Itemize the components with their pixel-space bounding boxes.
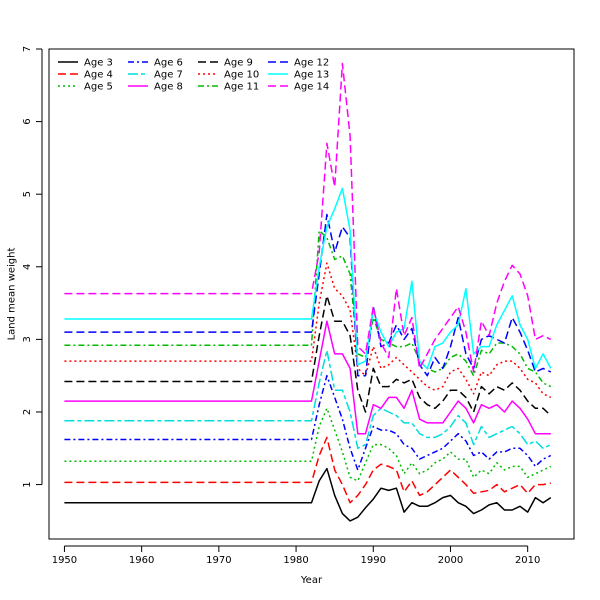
series-lines bbox=[64, 62, 552, 522]
plot-frame bbox=[48, 48, 575, 540]
legend-label: Age 5 bbox=[84, 82, 113, 93]
y-tick-label: 2 bbox=[22, 409, 33, 415]
x-tick-label: 2000 bbox=[438, 555, 463, 566]
legend-label: Age 13 bbox=[294, 70, 329, 81]
y-tick-label: 6 bbox=[22, 118, 33, 124]
legend-label: Age 6 bbox=[154, 58, 183, 69]
x-tick-label: 1950 bbox=[52, 555, 77, 566]
series-line-age-12 bbox=[64, 213, 552, 377]
y-tick-label: 3 bbox=[22, 336, 33, 342]
legend-label: Age 14 bbox=[294, 82, 329, 93]
y-axis-title: Land mean weight bbox=[7, 248, 18, 341]
x-axis-title: Year bbox=[300, 575, 323, 586]
legend-label: Age 12 bbox=[294, 58, 329, 69]
series-line-age-7 bbox=[64, 349, 552, 450]
x-tick-label: 2010 bbox=[515, 555, 540, 566]
legend-label: Age 3 bbox=[84, 58, 113, 69]
legend-label: Age 10 bbox=[224, 70, 259, 81]
series-line-age-6 bbox=[64, 374, 552, 471]
series-line-age-5 bbox=[64, 407, 552, 482]
series-line-age-9 bbox=[64, 295, 552, 417]
x-tick-label: 1960 bbox=[129, 555, 154, 566]
series-line-age-8 bbox=[64, 320, 551, 435]
series-line-age-14 bbox=[64, 62, 552, 373]
legend-label: Age 8 bbox=[154, 82, 183, 93]
x-tick-label: 1980 bbox=[283, 555, 308, 566]
legend-label: Age 11 bbox=[224, 82, 259, 93]
series-line-age-3 bbox=[64, 467, 552, 522]
series-line-age-13 bbox=[64, 187, 552, 370]
series-line-age-4 bbox=[64, 436, 551, 504]
x-tick-label: 1970 bbox=[206, 555, 231, 566]
legend-label: Age 4 bbox=[84, 70, 113, 81]
y-tick-label: 5 bbox=[22, 191, 33, 197]
legend-label: Age 9 bbox=[224, 58, 253, 69]
legend-label: Age 7 bbox=[154, 70, 183, 81]
y-axis: 1 2 3 4 5 6 7 bbox=[22, 46, 43, 488]
y-tick-label: 1 bbox=[22, 481, 33, 487]
y-tick-label: 7 bbox=[22, 46, 33, 52]
x-tick-label: 1990 bbox=[361, 555, 386, 566]
y-tick-label: 4 bbox=[22, 264, 33, 270]
x-axis: 1950 1960 1970 1980 1990 2000 2010 bbox=[52, 545, 540, 566]
